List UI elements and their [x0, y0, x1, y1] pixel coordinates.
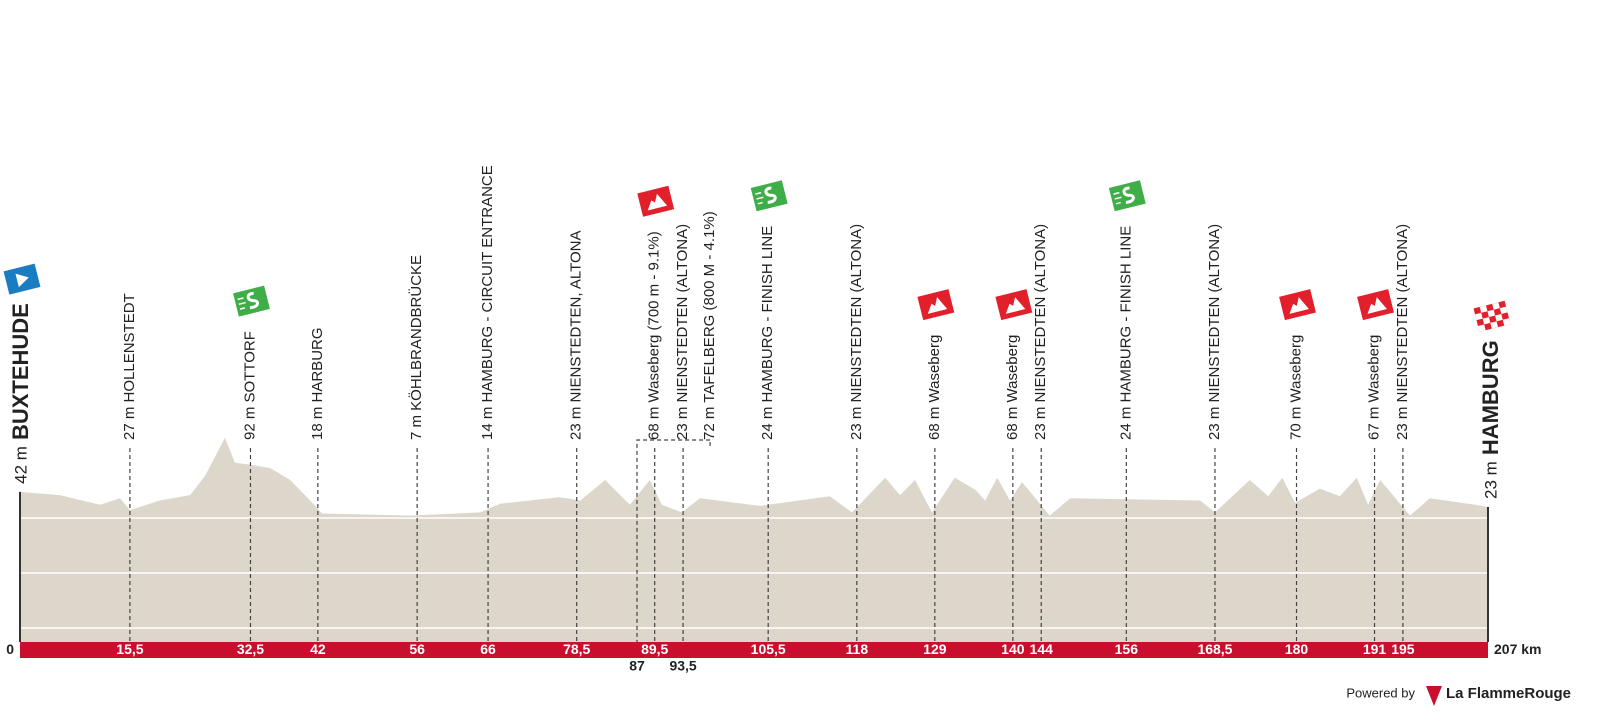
icon-symbol: [647, 193, 668, 211]
waypoint-label: 72 m TAFELBERG (800 M - 4.1%): [701, 211, 718, 440]
start-elevation: 42 m: [11, 446, 30, 484]
waypoint-label: 7 m KÖHLBRANDBRÜCKE: [407, 255, 425, 440]
waypoint-label: 23 m NIENSTEDTEN, ALTONA: [568, 231, 585, 441]
brand-logo: [1426, 686, 1442, 706]
waypoint-line: [636, 439, 711, 642]
icon-symbol: [764, 186, 777, 204]
km-marker: 42: [310, 641, 326, 657]
icon-symbol: [246, 291, 259, 310]
km-marker: 93,5: [669, 658, 696, 674]
km-marker: 191: [1363, 641, 1387, 657]
km-marker: 195: [1391, 641, 1415, 657]
icon-symbol: [237, 297, 246, 310]
waypoint-label: 23 m NIENSTEDTEN (ALTONA): [848, 224, 865, 440]
icon-symbol: [927, 297, 948, 314]
waypoint-label: 68 m Waseberg (700 m - 9.1%): [646, 231, 663, 440]
waypoint-label: 27 m HOLLENSTEDT: [121, 293, 138, 440]
km-marker: 180: [1285, 641, 1309, 657]
km-marker: 32,5: [237, 641, 264, 657]
icon-symbol: [1492, 302, 1500, 310]
icon-symbol: [1490, 321, 1499, 329]
km-bar: [20, 642, 1488, 658]
icon-symbol: [1367, 297, 1387, 314]
start-name: BUXTEHUDE: [8, 303, 33, 440]
icon-symbol: [1499, 306, 1508, 314]
icon-symbol: [1289, 297, 1309, 314]
km-marker: 144: [1030, 641, 1054, 657]
km-marker: 89,5: [641, 641, 668, 657]
km-marker: 168,5: [1197, 641, 1232, 657]
km-marker: 0: [6, 641, 14, 657]
icon-symbol: [1495, 313, 1503, 322]
icon-symbol: [1487, 309, 1496, 318]
powered-by: Powered by: [1346, 685, 1415, 700]
km-marker: 156: [1115, 641, 1139, 657]
brand: La FlammeRouge: [1446, 685, 1571, 702]
waypoint-label: 23 m NIENSTEDTEN (ALTONA): [674, 224, 691, 440]
overlay-layer: 27 m HOLLENSTEDT 92 m SOTTORF 18 m HARBURG…: [3, 165, 1541, 674]
icon-symbol: [15, 273, 29, 288]
finish-elevation: 23 m: [1481, 461, 1500, 499]
finish-name: HAMBURG: [1478, 340, 1503, 455]
waypoint-label: 68 m Waseberg: [1004, 335, 1021, 440]
icon-symbol: [755, 191, 764, 205]
icon-climb: [995, 289, 1033, 321]
waypoint-label: 23 m NIENSTEDTEN (ALTONA): [1394, 224, 1411, 440]
km-marker: 118: [846, 641, 869, 657]
profile-layer: [20, 437, 1488, 642]
icon-symbol: [1113, 191, 1122, 205]
icon-climb: [1357, 289, 1394, 321]
icon-sprint: [750, 180, 788, 212]
km-marker: 15,5: [116, 641, 143, 657]
km-marker: 87: [629, 658, 645, 674]
waypoint-label: 18 m HARBURG: [309, 327, 326, 440]
icon-climb: [1279, 289, 1316, 321]
icon-symbol: [1122, 186, 1135, 204]
profile-grid: [20, 517, 1488, 629]
waypoint-label: 70 m Waseberg: [1287, 335, 1304, 440]
icon-climb: [637, 185, 675, 217]
waypoint-label: 23 m NIENSTEDTEN (ALTONA): [1206, 224, 1223, 440]
icon-sprint: [233, 285, 270, 317]
waypoint-label: 24 m HAMBURG - FINISH LINE: [1117, 226, 1134, 440]
icon-sprint: [1108, 180, 1146, 212]
km-marker: 105,5: [751, 641, 786, 657]
icon-symbol: [1477, 324, 1486, 332]
km-marker: 78,5: [563, 641, 590, 657]
waypoint-label: 92 m SOTTORF: [241, 331, 258, 440]
waypoint-label: 23 m NIENSTEDTEN (ALTONA): [1032, 224, 1049, 440]
waypoint-label: 68 m Waseberg: [926, 335, 943, 440]
icon-start: [3, 263, 41, 295]
icon-symbol: [1502, 318, 1511, 326]
km-marker: 140: [1001, 641, 1025, 657]
elevation-area: [20, 437, 1488, 642]
icon-symbol: [1479, 305, 1488, 313]
km-marker: 129: [923, 641, 947, 657]
waypoint-label: 14 m HAMBURG - CIRCUIT ENTRANCE: [479, 165, 496, 440]
waypoint-label: 24 m HAMBURG - FINISH LINE: [759, 226, 776, 440]
km-marker: 207 km: [1494, 641, 1541, 657]
icon-symbol: [1475, 312, 1483, 321]
km-marker: 66: [480, 641, 496, 657]
icon-symbol: [1482, 317, 1491, 325]
icon-climb: [917, 289, 955, 321]
icon-symbol: [1005, 297, 1026, 314]
waypoint-label: 67 m Waseberg: [1366, 335, 1383, 440]
icon-finish: [1473, 300, 1511, 332]
km-marker: 56: [409, 641, 425, 657]
